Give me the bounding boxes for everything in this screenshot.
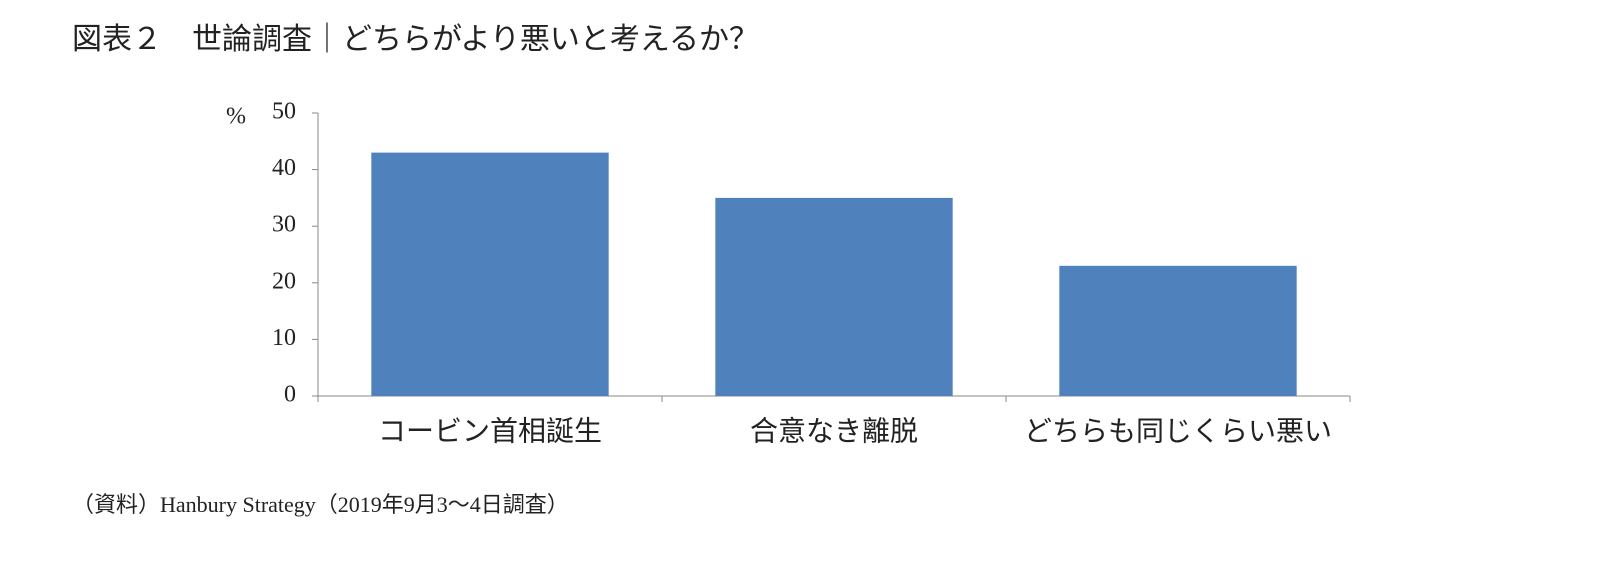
chart-title: 図表２ 世論調査｜どちらがより悪いと考えるか？ xyxy=(72,23,759,56)
y-tick-label: 30 xyxy=(272,212,296,238)
source-note: （資料）Hanbury Strategy（2019年9月3～4日調査） xyxy=(72,492,569,517)
y-tick-label: 0 xyxy=(284,382,296,408)
y-tick-label: 50 xyxy=(272,99,296,125)
y-tick-label: 10 xyxy=(272,325,296,351)
x-tick-label: コービン首相誕生 xyxy=(378,415,602,447)
bar xyxy=(715,197,953,396)
bar xyxy=(371,152,609,396)
y-axis-label: % xyxy=(226,104,246,130)
bar xyxy=(1059,265,1297,396)
y-tick-label: 40 xyxy=(272,155,296,181)
x-tick-label: どちらも同じくらい悪い xyxy=(1024,416,1332,447)
x-tick-label: 合意なき離脱 xyxy=(750,415,918,447)
y-tick-label: 20 xyxy=(272,268,296,294)
